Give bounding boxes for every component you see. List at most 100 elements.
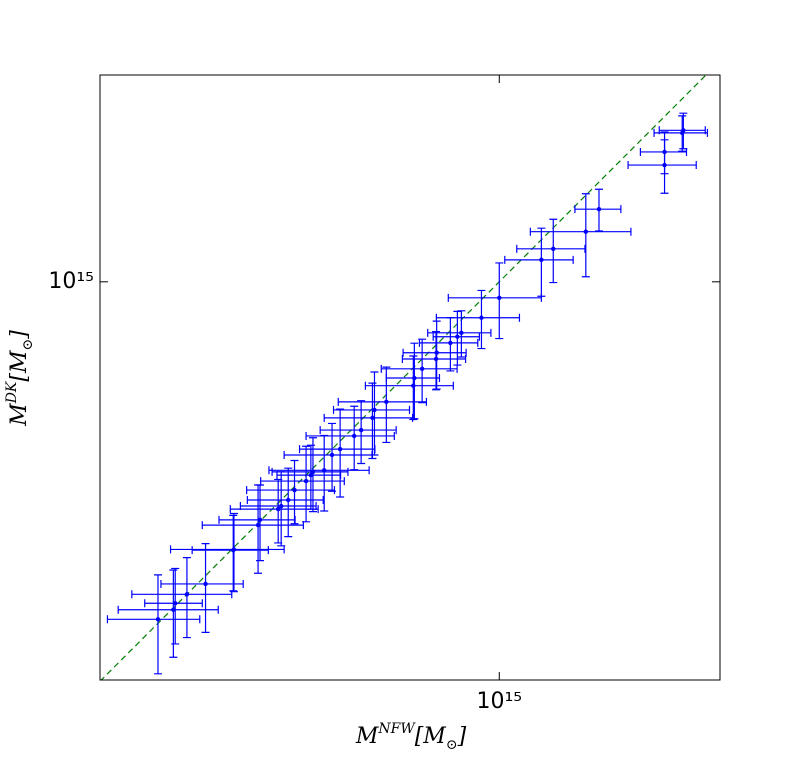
point (681, 128, 686, 133)
y-error-bar (284, 467, 293, 538)
error-bars (106, 574, 201, 675)
error-bars (191, 514, 269, 592)
error-bars (427, 310, 492, 358)
error-bars (246, 467, 324, 538)
label-part: DK (4, 380, 20, 404)
error-bars (529, 193, 632, 278)
point (351, 433, 357, 439)
point (539, 257, 544, 263)
error-bars (246, 459, 336, 525)
error-bars (117, 569, 219, 658)
y-error-bar (169, 569, 178, 658)
error-bars (447, 262, 542, 340)
point (322, 468, 327, 473)
x-error-bar (529, 227, 632, 236)
point (459, 330, 464, 336)
x-error-bar (319, 426, 397, 435)
identity-line (100, 75, 707, 680)
y-error-bar (201, 543, 210, 633)
error-bars (574, 188, 622, 232)
point (583, 229, 589, 234)
y-error-bar (495, 262, 504, 340)
point (434, 350, 439, 355)
error-bars (380, 338, 458, 404)
error-bars (418, 317, 479, 372)
label-part: ] (7, 330, 32, 340)
point (596, 206, 602, 212)
point (257, 517, 263, 523)
point (448, 340, 453, 346)
error-bars (283, 422, 373, 492)
label-part: [M (7, 350, 32, 382)
error-bars (337, 366, 428, 444)
x-error-bar (627, 161, 697, 170)
point (479, 315, 484, 320)
point (412, 375, 417, 381)
point (384, 399, 389, 405)
point (173, 601, 178, 606)
error-bars (305, 405, 395, 471)
point (337, 446, 343, 452)
error-bars (271, 437, 349, 513)
error-bars (653, 115, 709, 152)
x-error-bar (364, 381, 454, 390)
point (303, 478, 309, 484)
error-bars (323, 382, 414, 460)
point (370, 415, 375, 421)
y-error-bar (182, 557, 191, 639)
point (662, 149, 667, 155)
y-error-bar (229, 514, 238, 592)
error-bars (169, 512, 285, 593)
y-error-bar (308, 437, 317, 513)
x-error-bar (504, 255, 574, 264)
point (329, 452, 335, 458)
label-part: ⊙ (446, 737, 458, 753)
x-axis-label: MNFW[M⊙] (355, 721, 467, 753)
x-error-bar (191, 546, 269, 555)
point (551, 246, 556, 252)
point (231, 547, 237, 552)
error-bars (218, 484, 296, 562)
label-part: M (355, 724, 379, 749)
x-error-bar (323, 413, 414, 422)
error-bars (435, 289, 521, 350)
y-tick-label: 10¹⁵ (48, 269, 94, 294)
error-bars (144, 567, 203, 645)
point (184, 592, 190, 597)
point (433, 356, 439, 362)
point (203, 581, 208, 587)
y-error-bar (153, 574, 162, 675)
y-error-bar (368, 382, 377, 460)
x-error-bar (271, 467, 349, 476)
error-bars (201, 484, 304, 574)
x-error-bar (337, 397, 428, 406)
x-error-bar (169, 545, 285, 554)
error-bars (239, 471, 317, 547)
point (455, 334, 460, 339)
x-error-bar (435, 313, 521, 322)
x-error-bar (117, 605, 219, 614)
y-error-bar (336, 408, 345, 498)
x-error-bar (106, 615, 201, 624)
label-part: ⊙ (20, 339, 36, 351)
axes-frame (99, 74, 721, 681)
x-error-bar (305, 431, 395, 440)
point (278, 503, 284, 509)
plot-area (100, 75, 709, 680)
x-error-bar (380, 364, 458, 373)
y-axis-label: MDK[M⊙] (4, 330, 36, 427)
y-error-bar (229, 512, 238, 593)
error-bars (160, 543, 244, 633)
y-error-bar (302, 445, 311, 523)
label-part: ] (457, 724, 467, 749)
label-part: [M (415, 724, 447, 749)
y-error-bar (537, 227, 546, 297)
x-error-bar (201, 521, 304, 530)
point (372, 407, 377, 413)
point (497, 295, 502, 301)
point (292, 487, 297, 493)
error-bars (385, 342, 441, 420)
point (308, 472, 314, 478)
point (275, 506, 281, 512)
